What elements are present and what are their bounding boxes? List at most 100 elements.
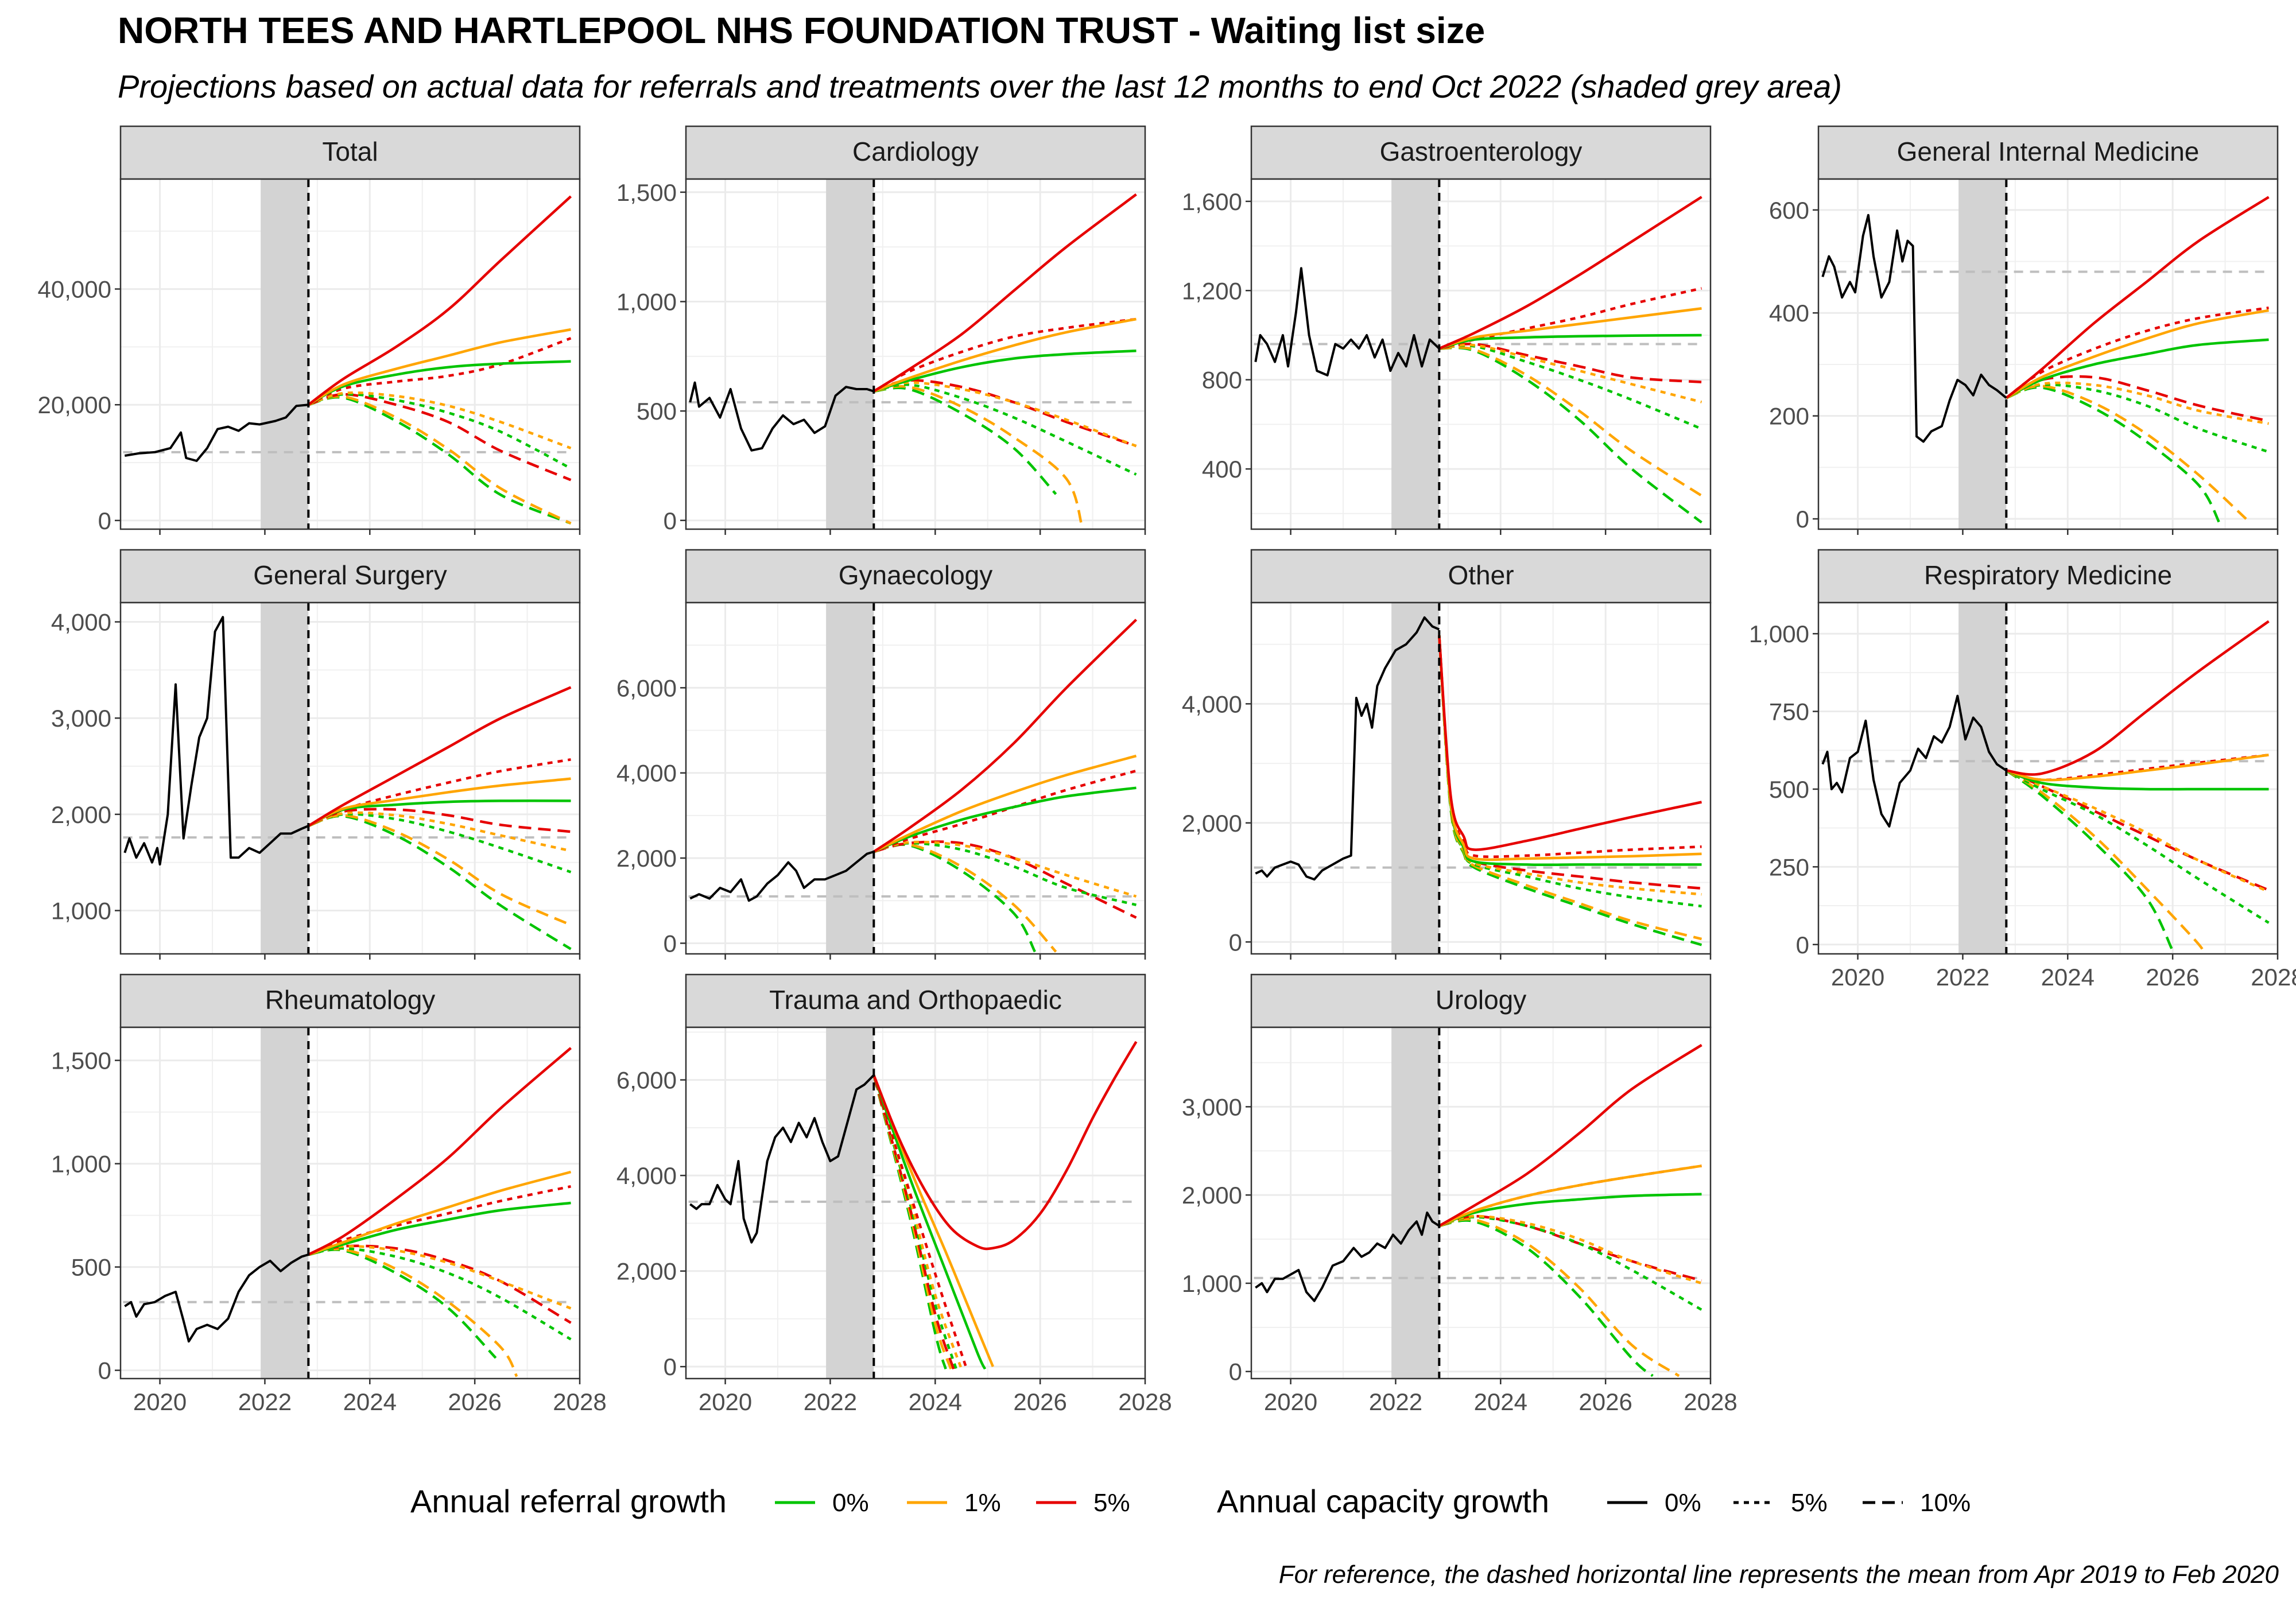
projection-line-growth0-capacity0: [2006, 769, 2269, 791]
projection-line-growth0-capacity10: [874, 386, 1057, 495]
x-tick-label: 2028: [553, 1388, 606, 1415]
y-tick-label: 20,000: [38, 391, 111, 418]
panel-border: [685, 1026, 1146, 1380]
panel-strip: [685, 125, 1146, 180]
panel-urology: Urology 0 1,000 2,000 3,000 2020 2022 2024 2026 2…: [1182, 973, 1737, 1415]
x-tick-label: 2026: [448, 1388, 501, 1415]
y-tick-label: 0: [1796, 931, 1809, 958]
projection-line-growth1-capacity10: [308, 395, 572, 525]
x-tick-label: 2028: [1684, 1388, 1737, 1415]
panel-border: [1250, 178, 1712, 530]
projection-line-growth5-capacity0: [873, 193, 1137, 393]
panel-general-internal-medicine: General Internal Medicine 0 200 400 600: [1769, 125, 2279, 535]
projection-line-growth1-capacity5: [1439, 343, 1702, 403]
projection-line-growth5-capacity0: [1438, 635, 1702, 851]
panel-border: [685, 178, 1146, 530]
gridlines: [121, 179, 580, 529]
y-tick-label: 1,600: [1182, 188, 1242, 215]
panel-title: Trauma and Orthopaedic: [769, 985, 1062, 1015]
projection-line-growth1-capacity5: [308, 1245, 572, 1310]
y-tick-label: 2,000: [616, 1258, 677, 1285]
y-tick-label: 3,000: [51, 705, 111, 732]
panel-title: General Surgery: [253, 560, 447, 590]
y-tick-label: 4,000: [1182, 690, 1242, 717]
panel-strip: [1250, 973, 1712, 1028]
projection-line-growth5-capacity5: [872, 1074, 968, 1370]
projection-line-growth0-capacity10: [308, 395, 572, 525]
x-tick-label: 2024: [1474, 1388, 1527, 1415]
projection-line-growth0-capacity0: [872, 1074, 987, 1370]
projection-line-growth5-capacity5: [308, 1185, 571, 1256]
actual-line: [689, 1074, 875, 1244]
projection-line-growth5-capacity0: [307, 195, 572, 406]
projection-line-growth5-capacity0: [308, 686, 572, 827]
panel-strip: [119, 973, 581, 1028]
y-tick-label: 1,500: [51, 1047, 111, 1074]
projection-line-growth1-capacity5: [873, 381, 1137, 448]
legend-referral-title: Annual referral growth: [410, 1483, 727, 1519]
panel-border: [1250, 601, 1712, 955]
panel-strip: [685, 973, 1146, 1028]
legend-label: 1%: [964, 1489, 1001, 1517]
x-tick-label: 2022: [238, 1388, 292, 1415]
panel-border: [1250, 1026, 1712, 1380]
actual-line: [124, 403, 309, 462]
panel-border: [119, 601, 581, 955]
x-tick-label: 2022: [1369, 1388, 1422, 1415]
gridlines: [686, 179, 1145, 529]
projection-line-growth0-capacity10: [2006, 386, 2221, 525]
projection-line-growth1-capacity0: [308, 1170, 572, 1256]
y-tick-label: 1,000: [1749, 620, 1809, 647]
y-tick-label: 600: [1769, 197, 1809, 224]
panel-gastroenterology: Gastroenterology 400 800 1,200 1,600: [1182, 125, 1712, 535]
y-tick-label: 400: [1202, 456, 1242, 483]
x-tick-label: 2024: [343, 1388, 397, 1415]
panel-border: [119, 178, 581, 530]
projection-line-growth1-capacity5: [308, 811, 571, 852]
actual-line: [1821, 214, 2007, 443]
legend-capacity-title: Annual capacity growth: [1217, 1483, 1549, 1519]
y-tick-label: 1,500: [616, 179, 677, 206]
x-tick-label: 2026: [1578, 1388, 1632, 1415]
projection-line-growth1-capacity0: [308, 328, 571, 406]
y-tick-label: 0: [664, 1353, 677, 1380]
x-tick-label: 2022: [1936, 964, 1989, 991]
y-tick-label: 500: [1769, 776, 1809, 803]
y-tick-label: 750: [1769, 698, 1809, 725]
projection-line-growth0-capacity10: [1439, 346, 1702, 524]
panel-strip: [1250, 125, 1712, 180]
panel-general-surgery: General Surgery 1,000 2,000 3,000 4,000: [51, 549, 581, 960]
y-tick-label: 6,000: [616, 674, 677, 701]
y-tick-label: 6,000: [616, 1067, 677, 1094]
panel-border: [685, 601, 1146, 955]
panel-strip: [1250, 549, 1712, 604]
panel-title: Gynaecology: [839, 560, 993, 590]
panel-title: Respiratory Medicine: [1924, 560, 2172, 590]
projection-line-growth0-capacity0: [308, 360, 571, 406]
y-tick-label: 1,000: [51, 898, 111, 925]
projection-line-growth5-capacity5: [873, 769, 1137, 853]
projection-line-growth5-capacity0: [2006, 620, 2270, 776]
actual-line: [1255, 616, 1440, 881]
projection-line-growth5-capacity10: [308, 1244, 572, 1324]
shaded-period: [826, 1027, 874, 1379]
projection-line-growth5-capacity5: [1438, 635, 1702, 858]
y-tick-label: 1,000: [1182, 1270, 1242, 1297]
projection-line-growth1-capacity5: [1438, 635, 1702, 896]
panel-other: Other 0 2,000 4,000: [1182, 549, 1712, 960]
y-tick-label: 4,000: [51, 609, 111, 636]
projection-line-growth5-capacity0: [1438, 196, 1702, 350]
projection-line-growth0-capacity5: [1438, 635, 1702, 908]
y-tick-label: 4,000: [616, 1162, 677, 1189]
projection-line-growth1-capacity10: [873, 385, 1084, 527]
y-tick-label: 40,000: [38, 276, 111, 303]
y-tick-label: 1,000: [616, 289, 677, 316]
projection-line-growth1-capacity5: [1438, 1214, 1702, 1285]
legend-label: 0%: [832, 1489, 869, 1517]
panel-title: Total: [322, 137, 378, 166]
projection-line-growth0-capacity0: [873, 350, 1137, 393]
shaded-period: [826, 179, 874, 529]
legend-label: 5%: [1093, 1489, 1130, 1517]
projection-line-growth1-capacity10: [2006, 769, 2204, 953]
